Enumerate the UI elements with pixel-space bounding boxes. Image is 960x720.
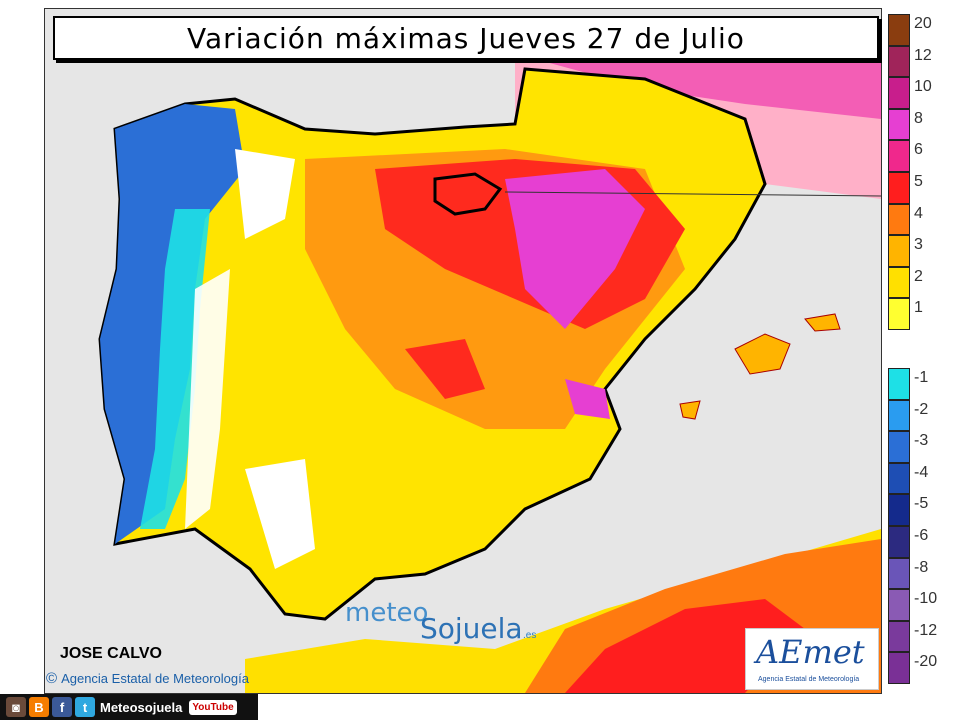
legend-swatch-pos-7 [888, 235, 910, 267]
legend-swatch-neg-7 [888, 589, 910, 621]
legend-label-pos-1: 12 [914, 46, 932, 64]
legend-swatch-neg-1 [888, 399, 910, 432]
copyright-icon: © [46, 670, 58, 687]
legend-swatch-neg-6 [888, 557, 910, 590]
legend-label-pos-4: 6 [914, 141, 923, 159]
legend-swatch-neg-5 [888, 526, 910, 558]
legend-swatch-pos-9 [888, 298, 910, 330]
social-bar: ◙ B f t Meteosojuela YouTube [0, 694, 258, 720]
legend-swatch-pos-3 [888, 108, 910, 141]
watermark-suffix: .es [523, 630, 537, 641]
legend-swatch-neg-0 [888, 368, 910, 400]
legend-label-neg-8: -12 [914, 621, 938, 639]
legend-label-pos-7: 3 [914, 236, 923, 254]
legend-label-neg-4: -5 [914, 495, 929, 513]
legend-label-neg-9: -20 [914, 653, 938, 671]
instagram-icon[interactable]: ◙ [6, 697, 26, 717]
legend-label-neg-5: -6 [914, 527, 929, 544]
color-legend: 20 12 10 8 6 5 4 3 2 1 -1 -2 -3 -4 -5 -6 -8 -10 -12 -20 [886, 10, 960, 695]
author-credit: JOSE CALVO [60, 645, 162, 662]
blogger-icon[interactable]: B [29, 697, 49, 717]
legend-label-pos-0: 20 [914, 15, 932, 32]
legend-swatch-pos-0 [888, 14, 910, 46]
legend-label-pos-2: 10 [914, 78, 932, 96]
watermark-sojuela: Sojuela [420, 612, 523, 645]
social-handle[interactable]: Meteosojuela [100, 699, 183, 715]
legend-label-pos-8: 2 [914, 267, 923, 285]
legend-label-neg-3: -4 [914, 463, 929, 481]
legend-swatch-pos-1 [888, 45, 910, 78]
legend-label-neg-2: -3 [914, 432, 929, 450]
legend-swatch-neg-4 [888, 494, 910, 526]
legend-swatch-neg-9 [888, 652, 910, 684]
balearic-islands [734, 333, 791, 375]
legend-swatch-pos-4 [888, 140, 910, 172]
la-rioja-outline [433, 172, 503, 216]
title-banner: Variación máximas Jueves 27 de Julio [53, 16, 879, 60]
aemet-subtitle: Agencia Estatal de Meteorología [758, 676, 860, 683]
legend-label-neg-7: -10 [914, 590, 938, 608]
legend-label-neg-6: -8 [914, 558, 929, 576]
legend-label-pos-5: 5 [914, 173, 923, 190]
facebook-icon[interactable]: f [52, 697, 72, 717]
legend-swatch-neg-3 [888, 462, 910, 495]
youtube-icon[interactable]: YouTube [189, 699, 237, 715]
legend-swatch-pos-2 [888, 77, 910, 109]
legend-swatch-pos-8 [888, 266, 910, 299]
aemet-logo: AEmet Agencia Estatal de Meteorología [745, 628, 879, 690]
legend-swatch-neg-2 [888, 431, 910, 463]
map-canvas [44, 8, 882, 694]
aemet-wordmark: AEmet [756, 633, 865, 671]
legend-label-neg-0: -1 [914, 369, 929, 386]
iberia-anomaly-map [45, 9, 881, 693]
watermark-meteo: meteo [345, 598, 429, 628]
legend-label-pos-9: 1 [914, 299, 923, 317]
agency-credit: © Agencia Estatal de Meteorología [46, 670, 249, 687]
agency-credit-text: Agencia Estatal de Meteorología [61, 671, 249, 686]
legend-swatch-pos-6 [888, 203, 910, 236]
legend-swatch-pos-5 [888, 172, 910, 204]
legend-label-pos-6: 4 [914, 204, 923, 222]
legend-label-pos-3: 8 [914, 109, 923, 127]
legend-label-neg-1: -2 [914, 400, 929, 418]
map-title: Variación máximas Jueves 27 de Julio [187, 21, 745, 55]
legend-swatch-neg-8 [888, 620, 910, 653]
twitter-icon[interactable]: t [75, 697, 95, 717]
